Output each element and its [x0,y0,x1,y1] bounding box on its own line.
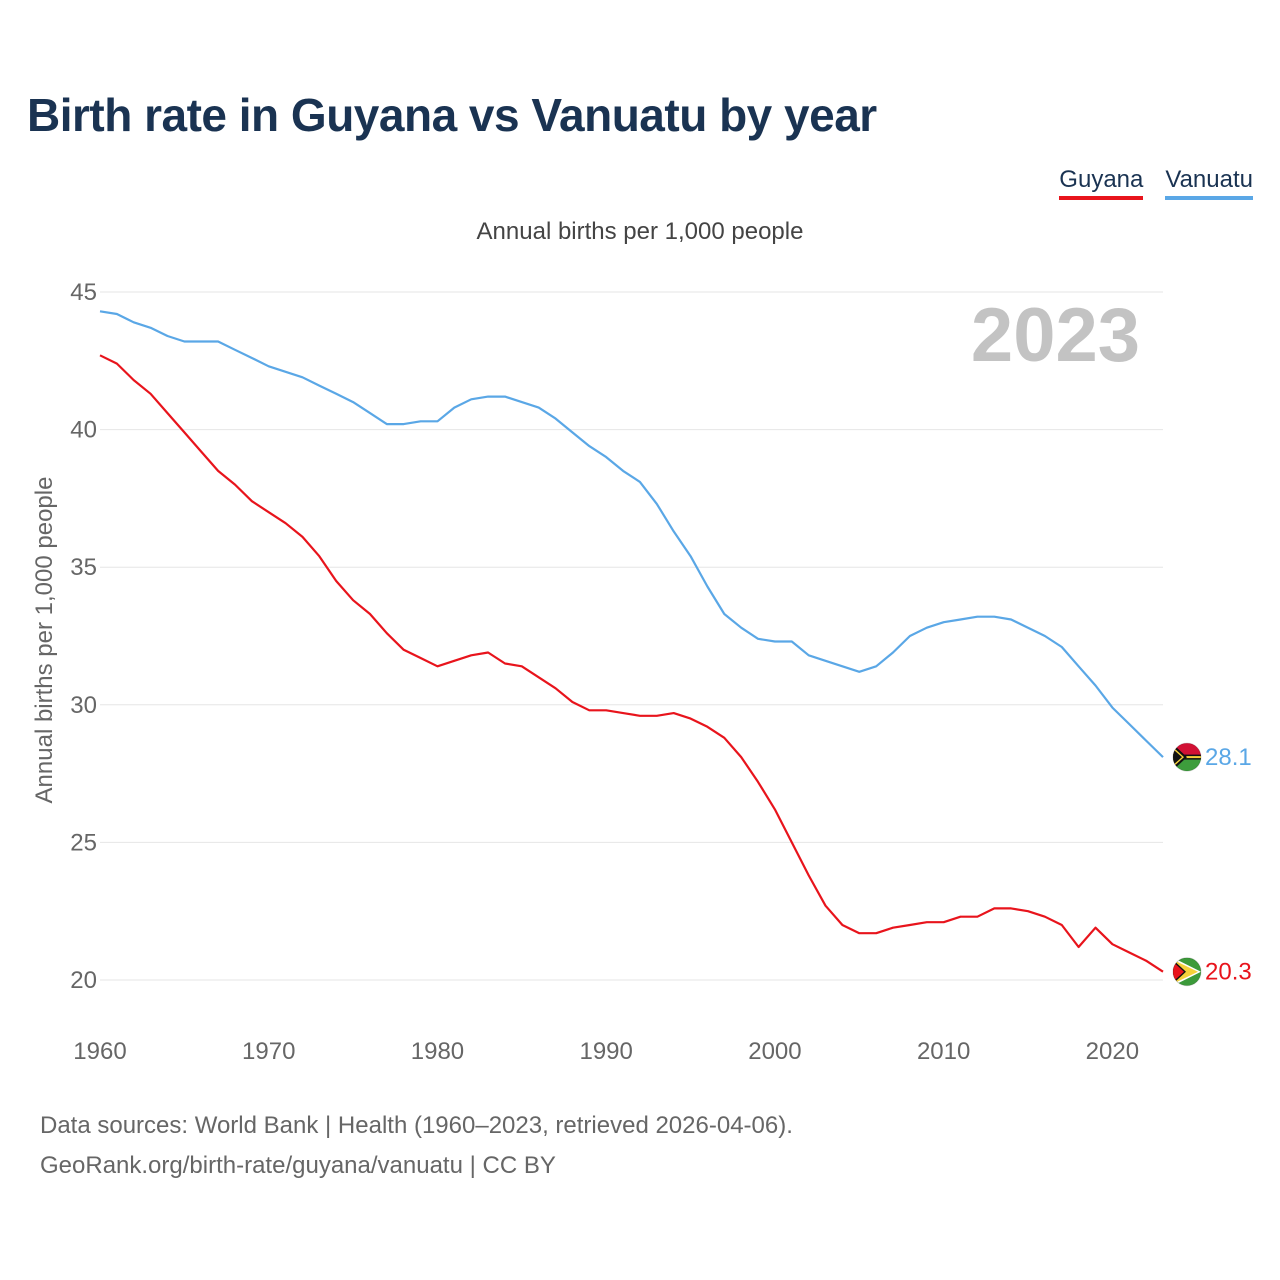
y-tick-label: 25 [70,829,97,856]
y-axis-label: Annual births per 1,000 people [31,477,58,804]
end-value-label-vanuatu: 28.1 [1205,744,1252,771]
year-watermark: 2023 [971,293,1140,378]
legend-item-vanuatu[interactable]: Vanuatu [1165,166,1253,200]
legend-item-guyana[interactable]: Guyana [1059,166,1144,200]
source-line-2[interactable]: GeoRank.org/birth-rate/guyana/vanuatu | … [40,1152,556,1179]
x-tick-label: 2010 [917,1038,970,1065]
y-tick-label: 40 [70,417,97,444]
source-line-1: Data sources: World Bank | Health (1960–… [40,1112,793,1139]
y-tick-label: 20 [70,967,97,994]
x-tick-label: 1990 [579,1038,632,1065]
x-tick-label: 1970 [242,1038,295,1065]
series-line-guyana[interactable] [99,354,1164,973]
y-axis-ticks: 20 25 30 35 40 45 [70,279,97,994]
series-lines [99,310,1164,973]
line-chart: 20 25 30 35 40 45 1960 1970 1980 1990 2000 2010 202… [31,279,1252,1065]
gridlines [100,291,1163,981]
flag-marker-guyana [1172,957,1202,987]
end-value-label-guyana: 20.3 [1205,959,1252,986]
x-tick-label: 1980 [411,1038,464,1065]
end-markers: 20.3 28.1 [1172,742,1252,987]
x-tick-label: 2020 [1086,1038,1139,1065]
y-tick-label: 45 [70,279,97,306]
x-axis-ticks: 1960 1970 1980 1990 2000 2010 2020 [73,1038,1139,1065]
x-tick-label: 2000 [748,1038,801,1065]
y-tick-label: 35 [70,554,97,581]
legend: Guyana Vanuatu [1059,166,1253,200]
chart-subtitle: Annual births per 1,000 people [476,218,804,245]
y-tick-label: 30 [70,692,97,719]
x-tick-label: 1960 [73,1038,126,1065]
chart-title: Birth rate in Guyana vs Vanuatu by year [27,89,877,141]
series-line-vanuatu[interactable] [99,310,1164,758]
source-note: Data sources: World Bank | Health (1960–… [40,1106,793,1186]
flag-marker-vanuatu [1172,742,1202,772]
